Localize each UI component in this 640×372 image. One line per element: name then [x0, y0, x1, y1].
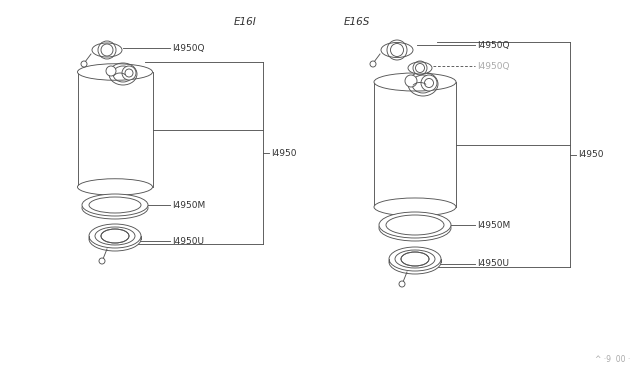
Circle shape [106, 66, 116, 76]
Circle shape [99, 258, 105, 264]
Text: I4950: I4950 [578, 150, 604, 159]
Text: I4950U: I4950U [477, 260, 509, 269]
Circle shape [370, 61, 376, 67]
Text: I4950M: I4950M [172, 201, 205, 209]
Ellipse shape [401, 252, 429, 266]
Circle shape [122, 66, 136, 80]
Text: I4950Q: I4950Q [172, 44, 205, 52]
Ellipse shape [408, 62, 432, 74]
Ellipse shape [89, 224, 141, 248]
Text: I4950Q: I4950Q [477, 61, 509, 71]
Ellipse shape [379, 212, 451, 238]
Circle shape [421, 75, 437, 91]
Circle shape [399, 281, 405, 287]
Circle shape [405, 75, 417, 87]
Ellipse shape [379, 215, 451, 241]
Ellipse shape [82, 194, 148, 216]
Ellipse shape [89, 227, 141, 251]
Circle shape [81, 61, 87, 67]
Ellipse shape [82, 197, 148, 219]
Ellipse shape [381, 42, 413, 58]
Ellipse shape [77, 64, 152, 80]
Text: I4950: I4950 [271, 148, 296, 157]
Ellipse shape [101, 229, 129, 243]
Ellipse shape [77, 179, 152, 195]
Ellipse shape [374, 73, 456, 91]
Text: E16S: E16S [344, 17, 370, 27]
Ellipse shape [374, 198, 456, 216]
Ellipse shape [92, 43, 122, 57]
Text: I4950Q: I4950Q [477, 41, 509, 49]
Text: E16I: E16I [234, 17, 257, 27]
Ellipse shape [389, 250, 441, 274]
Text: ^ ·9  00 ·: ^ ·9 00 · [595, 355, 630, 364]
Ellipse shape [389, 247, 441, 271]
Text: I4950M: I4950M [477, 221, 510, 230]
Text: I4950U: I4950U [172, 237, 204, 246]
